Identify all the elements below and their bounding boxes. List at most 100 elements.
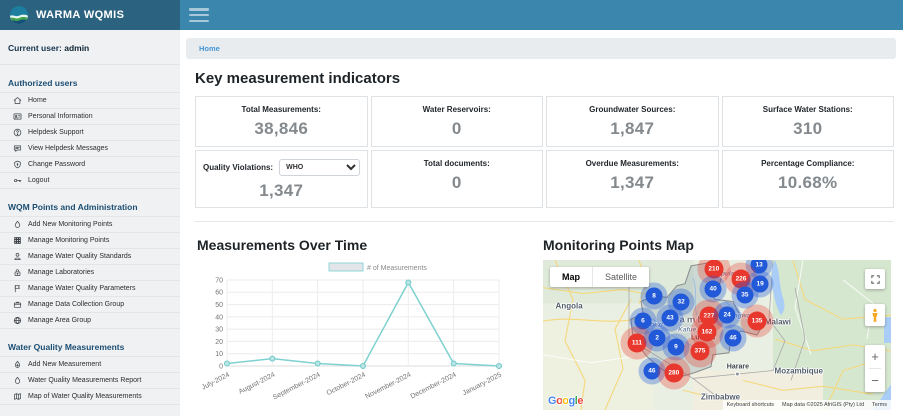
sidebar-item-manage-water-quality-standards[interactable]: Manage Water Quality Standards <box>0 249 180 265</box>
zoom-control: + − <box>865 345 885 392</box>
map-cluster-marker[interactable]: 135 <box>748 311 767 330</box>
card-label: Percentage Compliance: <box>730 159 887 168</box>
sidebar-item-label: Manage Laboratories <box>28 269 94 276</box>
cluster-count: 9 <box>674 344 678 351</box>
map-view-button[interactable]: Map <box>550 267 593 287</box>
sidebar-section-title: Authorized users <box>0 74 180 92</box>
terms-link[interactable]: Terms <box>868 400 891 410</box>
sidebar-item-label: Add New Measurement <box>28 361 101 368</box>
map-cluster-marker[interactable]: 375 <box>690 342 709 361</box>
google-logo[interactable]: Google <box>548 395 583 407</box>
app-header: WARMA WQMIS <box>0 0 903 30</box>
sidebar-item-manage-monitoring-points[interactable]: Manage Monitoring Points <box>0 233 180 249</box>
sidebar-item-manage-laboratories[interactable]: Manage Laboratories <box>0 265 180 281</box>
svg-text:30: 30 <box>215 327 223 334</box>
cluster-count: 24 <box>723 311 730 318</box>
pegman-icon <box>870 308 880 323</box>
breadcrumb-home-link[interactable]: Home <box>199 44 220 53</box>
droplet-icon <box>13 376 22 385</box>
card-value: 38,846 <box>203 119 360 139</box>
sidebar-item-map-of-water-quality-measurements[interactable]: Map of Water Quality Measurements <box>0 389 180 405</box>
map-cluster-marker[interactable]: 162 <box>697 323 716 342</box>
card-water-reservoirs: Water Reservoirs:0 <box>371 96 544 147</box>
sidebar-item-view-helpdesk-messages[interactable]: View Helpdesk Messages <box>0 141 180 157</box>
main-content: Home Key measurement indicators Total Me… <box>180 30 903 416</box>
card-value: 0 <box>379 173 536 193</box>
brand: WARMA WQMIS <box>0 0 180 30</box>
map-cluster-marker[interactable]: 280 <box>664 364 683 383</box>
sidebar-item-home[interactable]: Home <box>0 92 180 109</box>
keyboard-shortcuts-link[interactable]: Keyboard shortcuts <box>723 400 778 410</box>
svg-text:70: 70 <box>215 277 223 284</box>
map-cluster-marker[interactable]: 8 <box>646 287 663 304</box>
cluster-count: 46 <box>648 368 655 375</box>
map-cluster-marker[interactable]: 111 <box>627 334 646 353</box>
current-user-name: admin <box>64 43 89 53</box>
sidebar-item-water-quality-measurements-report[interactable]: Water Quality Measurements Report <box>0 373 180 389</box>
cluster-count: 46 <box>729 335 736 342</box>
map-cluster-marker[interactable]: 46 <box>725 330 742 347</box>
map-cluster-marker[interactable]: 6 <box>634 312 651 329</box>
sidebar-sections: Authorized usersHomePersonal Information… <box>0 74 180 416</box>
map-cluster-marker[interactable]: 210 <box>704 260 723 279</box>
svg-text:July-2024: July-2024 <box>201 371 231 391</box>
cluster-count: 280 <box>668 370 679 377</box>
sidebar-item-manage-data-collection-group[interactable]: Manage Data Collection Group <box>0 297 180 313</box>
sidebar-item-change-password[interactable]: Change Password <box>0 157 180 173</box>
sidebar-item-label: Manage Water Quality Parameters <box>28 285 136 292</box>
droplet-icon <box>13 220 22 229</box>
sidebar-item-label: View Helpdesk Messages <box>28 145 108 152</box>
satellite-view-button[interactable]: Satellite <box>593 267 649 287</box>
sidebar-section-authorized-users: Authorized usersHomePersonal Information… <box>0 74 180 189</box>
map-viewport[interactable]: AngolaZambiaMalawiMozambiqueZimbabweHara… <box>543 260 891 410</box>
map-cluster-marker[interactable]: 2 <box>649 330 666 347</box>
map-cluster-marker[interactable]: 9 <box>667 339 684 356</box>
quality-standard-select[interactable]: WHO <box>279 159 359 176</box>
sidebar-item-manage-area-group[interactable]: Manage Area Group <box>0 313 180 329</box>
sidebar-item-label: Add New Monitoring Points <box>28 221 112 228</box>
zoom-in-button[interactable]: + <box>865 345 885 368</box>
sidebar-item-add-new-measurement[interactable]: Add New Measurement <box>0 356 180 373</box>
cluster-count: 111 <box>632 340 642 347</box>
card-label: Quality Violations: <box>203 163 273 172</box>
sidebar-item-logout[interactable]: Logout <box>0 173 180 189</box>
cluster-count: 13 <box>755 261 762 268</box>
map-data-attribution: Map data ©2025 AfriGIS (Pty) Ltd <box>778 400 868 410</box>
sidebar-item-add-new-monitoring-points[interactable]: Add New Monitoring Points <box>0 216 180 233</box>
sidebar-item-label: Logout <box>28 177 49 184</box>
map-cluster-marker[interactable]: 24 <box>719 306 736 323</box>
sidebar-item-manage-water-quality-parameters[interactable]: Manage Water Quality Parameters <box>0 281 180 297</box>
person-card-icon <box>13 112 22 121</box>
page-title: Key measurement indicators <box>195 70 894 87</box>
map-cluster-marker[interactable]: 19 <box>752 275 769 292</box>
map-cluster-marker[interactable]: 40 <box>705 280 722 297</box>
sidebar-section-wqm-points-and-administration: WQM Points and AdministrationAdd New Mon… <box>0 198 180 329</box>
section-divider <box>195 221 894 222</box>
sidebar-item-personal-information[interactable]: Personal Information <box>0 109 180 125</box>
cluster-count: 162 <box>701 329 712 336</box>
cluster-count: 43 <box>666 314 673 321</box>
home-icon <box>13 96 22 105</box>
chart-legend[interactable]: # of Measurements <box>329 263 427 272</box>
cluster-count: 226 <box>736 275 747 282</box>
zoom-out-button[interactable]: − <box>865 369 885 392</box>
street-view-pegman[interactable] <box>865 304 885 326</box>
map-cluster-marker[interactable]: 32 <box>673 293 690 310</box>
card-total-documents: Total documents: 0 <box>371 150 544 208</box>
svg-text:September-2024: September-2024 <box>272 372 322 402</box>
svg-text:40: 40 <box>215 314 223 321</box>
map-cluster-marker[interactable]: 35 <box>736 286 753 303</box>
map-cluster-marker[interactable]: 226 <box>732 269 751 288</box>
map-cluster-marker[interactable]: 43 <box>662 309 679 326</box>
menu-toggle-button[interactable] <box>189 8 209 22</box>
sidebar-list: Add New Monitoring Points Manage Monitori… <box>0 216 180 329</box>
card-label: Total documents: <box>379 159 536 168</box>
sidebar-list: Add New Measurement Water Quality Measure… <box>0 356 180 405</box>
warma-logo-icon <box>10 6 28 24</box>
fullscreen-button[interactable] <box>865 269 885 289</box>
card-value: 0 <box>379 119 536 139</box>
sidebar-item-helpdesk-support[interactable]: Helpdesk Support <box>0 125 180 141</box>
svg-text:August-2024: August-2024 <box>238 371 277 395</box>
map-cluster-marker[interactable]: 46 <box>643 363 660 380</box>
briefcase-icon <box>13 300 22 309</box>
